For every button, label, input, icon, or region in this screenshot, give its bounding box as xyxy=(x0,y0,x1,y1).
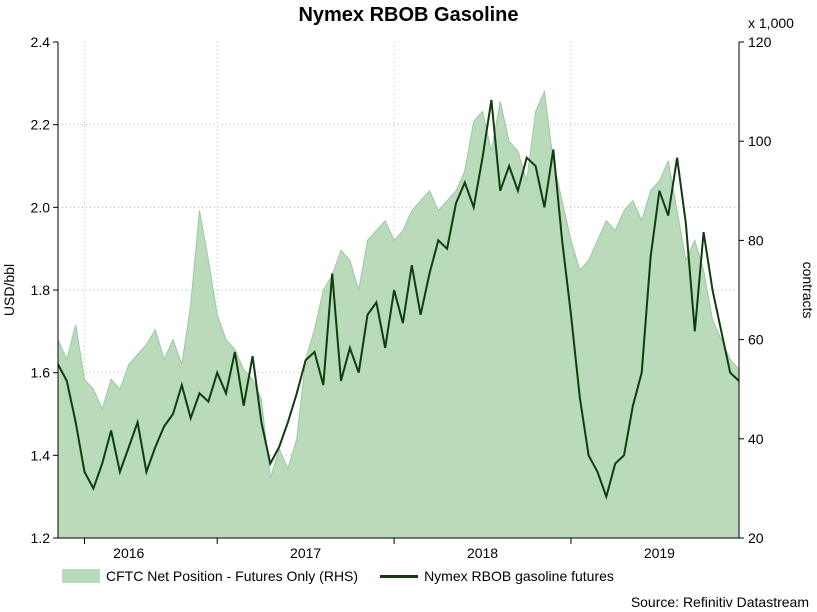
y-tick-label: 2.0 xyxy=(31,199,51,215)
legend-label-net-position: CFTC Net Position - Futures Only (RHS) xyxy=(106,568,359,584)
y2-tick-label: 20 xyxy=(748,530,764,546)
y-tick-label: 1.6 xyxy=(31,365,51,381)
y-tick-label: 2.4 xyxy=(31,34,51,50)
y-tick-label: 2.2 xyxy=(31,117,51,133)
y2-tick-label: 120 xyxy=(748,34,772,50)
line-layer xyxy=(57,99,740,501)
area-layer xyxy=(57,89,740,539)
y2-tick-label: 60 xyxy=(748,332,764,348)
y-tick-label: 1.2 xyxy=(31,530,51,546)
axis-layer: 1.2 1.4 1.6 1.8 2.0 2.2 2.4 20 40 60 80 100 120 2016 2… xyxy=(31,34,772,561)
y2-tick-label: 40 xyxy=(748,431,764,447)
x-tick-label: 2019 xyxy=(644,545,675,561)
y-tick-label: 1.8 xyxy=(31,282,51,298)
y-axis-title: USD/bbl xyxy=(1,264,17,316)
chart-title: Nymex RBOB Gasoline xyxy=(298,4,519,26)
legend-label-rbob-futures: Nymex RBOB gasoline futures xyxy=(424,568,614,584)
source-note: Source: Refinitiv Datastream xyxy=(630,594,809,610)
y2-tick-label: 100 xyxy=(748,133,772,149)
x-tick-label: 2018 xyxy=(467,545,498,561)
x-tick-label: 2016 xyxy=(113,545,144,561)
legend-swatch-area xyxy=(62,569,100,583)
series-line-rbob-futures xyxy=(57,99,740,501)
legend-swatch-line xyxy=(380,574,419,578)
y2-tick-label: 80 xyxy=(748,232,764,248)
x-tick-label: 2017 xyxy=(290,545,321,561)
series-area-net-position xyxy=(57,89,740,539)
legend: CFTC Net Position - Futures Only (RHS) N… xyxy=(62,568,614,584)
y-tick-label: 1.4 xyxy=(31,447,51,463)
y2-multiplier-label: x 1,000 xyxy=(748,15,794,31)
y2-axis-title: contracts xyxy=(800,262,816,319)
